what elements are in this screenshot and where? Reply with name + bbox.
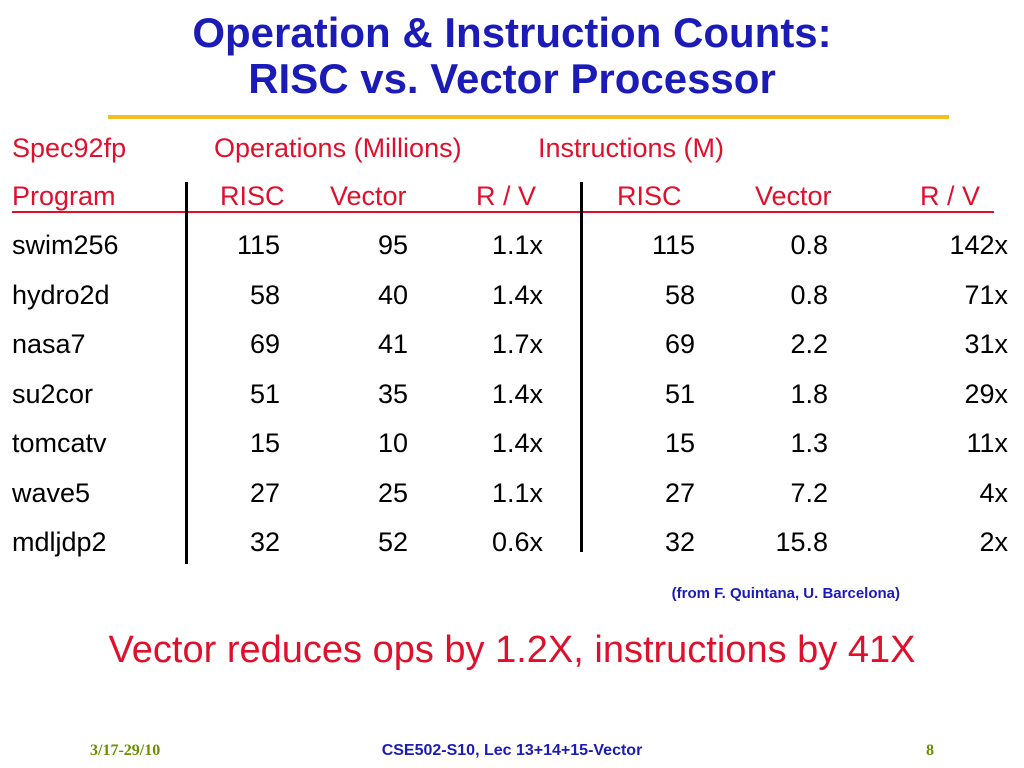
ops-vector: 10 [377, 428, 408, 458]
instr-risc: 58 [664, 280, 695, 310]
program-name: hydro2d [12, 280, 110, 310]
header-ops-risc: RISC [220, 181, 285, 211]
footer-course: CSE502-S10, Lec 13+14+15-Vector [381, 742, 643, 759]
conclusion-text: Vector reduces ops by 1.2X, instructions… [108, 629, 916, 671]
title-line-2: RISC vs. Vector Processor [248, 55, 776, 102]
header-instr-risc: RISC [617, 181, 682, 211]
slide-title: Operation & Instruction Counts: RISC vs.… [0, 10, 1024, 102]
instr-risc: 15 [664, 428, 695, 458]
instr-vector: 0.8 [790, 280, 828, 310]
header-program: Program [12, 181, 116, 211]
program-name: su2cor [12, 379, 94, 409]
instr-risc: 51 [664, 379, 695, 409]
ops-ratio: 1.1x [491, 478, 543, 508]
ops-vector: 41 [377, 329, 408, 359]
ops-risc: 15 [249, 428, 280, 458]
ops-risc: 27 [249, 478, 280, 508]
instr-vector: 2.2 [790, 329, 828, 359]
instr-vector: 1.8 [790, 379, 828, 409]
source-note: (from F. Quintana, U. Barcelona) [671, 585, 900, 602]
instr-ratio: 2x [979, 527, 1008, 557]
operations-header: Operations (Millions) [214, 133, 462, 163]
instr-vector: 7.2 [790, 478, 828, 508]
title-line-1: Operation & Instruction Counts: [192, 9, 832, 56]
program-name: wave5 [12, 478, 91, 508]
ops-risc: 32 [249, 527, 280, 557]
program-name: nasa7 [12, 329, 86, 359]
ops-ratio: 0.6x [491, 527, 543, 557]
instr-vector: 0.8 [790, 230, 828, 260]
instr-risc: 32 [664, 527, 695, 557]
instr-ratio: 31x [964, 329, 1008, 359]
ops-ratio: 1.7x [491, 329, 543, 359]
ops-risc: 58 [249, 280, 280, 310]
header-ops-vector: Vector [330, 181, 407, 211]
instr-ratio: 71x [964, 280, 1008, 310]
instr-ratio: 4x [979, 478, 1008, 508]
instr-risc: 27 [664, 478, 695, 508]
instructions-header: Instructions (M) [538, 133, 725, 163]
ops-risc: 69 [249, 329, 280, 359]
instr-ratio: 29x [964, 379, 1008, 409]
instr-vector: 15.8 [775, 527, 828, 557]
ops-ratio: 1.4x [491, 428, 543, 458]
program-name: mdljdp2 [12, 527, 107, 557]
footer-date: 3/17-29/10 [90, 742, 161, 759]
header-ops-ratio: R / V [476, 181, 537, 211]
footer-page-number: 8 [926, 742, 934, 759]
spec-label: Spec92fp [12, 133, 127, 163]
ops-vector: 35 [377, 379, 408, 409]
header-instr-vector: Vector [755, 181, 832, 211]
ops-vector: 95 [377, 230, 408, 260]
instr-risc: 115 [651, 230, 695, 260]
column-divider-left [185, 182, 188, 564]
ops-risc: 115 [236, 230, 280, 260]
instr-vector: 1.3 [790, 428, 828, 458]
ops-ratio: 1.4x [491, 379, 543, 409]
ops-ratio: 1.1x [491, 230, 543, 260]
program-name: swim256 [12, 230, 119, 260]
column-divider-right [580, 182, 583, 552]
instr-ratio: 11x [966, 428, 1008, 458]
ops-risc: 51 [249, 379, 280, 409]
header-underline [12, 211, 994, 213]
ops-ratio: 1.4x [491, 280, 543, 310]
instr-risc: 69 [664, 329, 695, 359]
title-divider [108, 115, 949, 119]
header-instr-ratio: R / V [920, 181, 981, 211]
instr-ratio: 142x [949, 230, 1008, 260]
ops-vector: 25 [377, 478, 408, 508]
ops-vector: 52 [377, 527, 408, 557]
ops-vector: 40 [377, 280, 408, 310]
program-name: tomcatv [12, 428, 107, 458]
